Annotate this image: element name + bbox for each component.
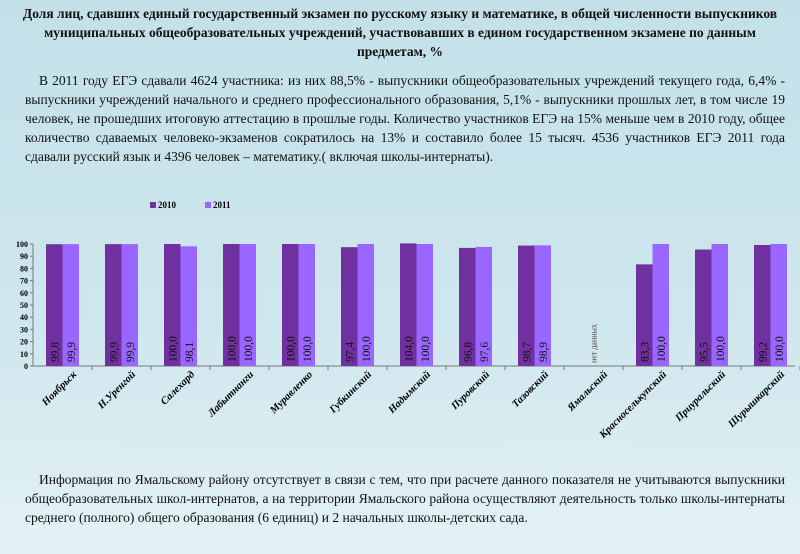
bar-2010	[46, 244, 63, 366]
bar-2011	[416, 244, 433, 366]
legend-swatch-2011	[205, 202, 211, 208]
y-tick-label: 80	[20, 264, 28, 273]
data-label: 99,9	[125, 342, 137, 362]
y-tick-label: 30	[20, 325, 28, 334]
data-label: 100,0	[656, 336, 668, 362]
bar-2011	[711, 244, 728, 366]
data-label: 100,0	[243, 336, 255, 362]
data-label: 100,0	[715, 336, 727, 362]
data-label: 104,0	[403, 336, 415, 362]
bar-2010	[105, 244, 122, 366]
data-label: 100,0	[302, 336, 314, 362]
x-category-label: Муравленко	[268, 369, 315, 416]
no-data-label: нет данных	[590, 324, 599, 363]
page-title: Доля лиц, сдавших единый государственный…	[22, 6, 778, 59]
data-label: 99,9	[108, 342, 120, 362]
data-label: 97,6	[479, 342, 491, 362]
data-label: 99,8	[49, 342, 61, 362]
data-label: 100,0	[420, 336, 432, 362]
bar-2011	[121, 244, 138, 366]
bar-2010	[459, 247, 476, 366]
bar-2011	[298, 244, 315, 366]
data-label: 100,0	[361, 336, 373, 362]
legend-swatch-2010	[150, 202, 156, 208]
data-label: 99,9	[66, 342, 78, 362]
data-label: 97,4	[344, 342, 356, 362]
x-category-label: Приуральский	[673, 369, 728, 424]
y-tick-label: 40	[20, 313, 28, 322]
data-label: 98,9	[538, 342, 550, 362]
y-tick-label: 100	[16, 240, 28, 249]
data-label: 98,7	[521, 342, 533, 362]
x-category-label: Пуровский	[449, 369, 493, 413]
data-label: 96,8	[462, 342, 474, 362]
data-label: 83,3	[639, 342, 651, 362]
bar-chart: 2010 2011 0 10 20 30 40 50 60 70 80 90 100 99,8 99,9 Но…	[16, 200, 800, 441]
bar-2010	[341, 247, 358, 366]
y-tick-label: 10	[20, 350, 28, 359]
bar-2011	[180, 246, 197, 366]
x-category-label: Красноселькупский	[597, 369, 669, 441]
x-category-label: Салехард	[159, 369, 197, 407]
x-category-label: Тазовский	[510, 369, 551, 410]
x-category-label: Ноябрьск	[40, 369, 80, 409]
x-category-label: Шурышкарский	[726, 369, 788, 431]
bar-2010	[282, 244, 299, 366]
y-tick-label: 70	[20, 277, 28, 286]
y-tick-label: 90	[20, 252, 28, 261]
bar-2011	[652, 244, 669, 366]
x-category-label: Губкинский	[327, 369, 374, 416]
x-category-label: Надымский	[386, 369, 433, 416]
bar-2011	[770, 244, 787, 366]
bar-2011	[475, 246, 492, 366]
data-label: 100,0	[285, 336, 297, 362]
bar-2010	[164, 244, 181, 366]
bar-2010	[754, 244, 771, 366]
bar-2010	[400, 243, 417, 366]
footer-paragraph: Информация по Ямальскому району отсутств…	[25, 472, 785, 525]
data-label: 98,1	[184, 342, 196, 362]
legend-label-2011: 2011	[213, 200, 231, 210]
y-tick-label: 50	[20, 301, 28, 310]
intro-paragraph: В 2011 году ЕГЭ сдавали 4624 участника: …	[25, 73, 785, 164]
x-category-label: Лабытнанги	[205, 369, 256, 420]
y-tick-label: 60	[20, 289, 28, 298]
data-label: 100,0	[167, 336, 179, 362]
data-label: 100,0	[774, 336, 786, 362]
legend-label-2010: 2010	[158, 200, 177, 210]
bar-2011	[534, 245, 551, 366]
data-label: 99,2	[757, 342, 769, 362]
bar-2010	[518, 245, 535, 366]
bar-2011	[357, 244, 374, 366]
x-category-label: Н.Уренгой	[95, 369, 138, 412]
data-label: 100,0	[226, 336, 238, 362]
x-category-label: Ямальский	[565, 369, 610, 414]
bar-2010	[636, 264, 653, 366]
y-tick-label: 20	[20, 338, 28, 347]
data-label: 95,5	[698, 342, 710, 362]
y-tick-label: 0	[24, 362, 28, 371]
bar-2010	[223, 244, 240, 366]
bar-2010	[695, 249, 712, 366]
bar-2011	[62, 244, 79, 366]
bar-2011	[239, 244, 256, 366]
